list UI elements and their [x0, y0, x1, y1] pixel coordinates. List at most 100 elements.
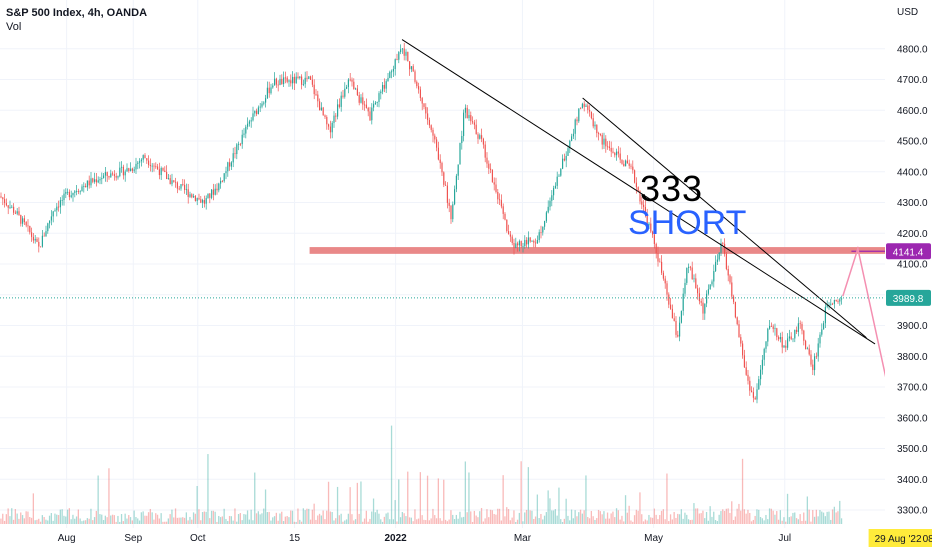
candle-body	[295, 76, 297, 84]
volume-bar	[504, 516, 506, 524]
candle-body	[583, 103, 585, 107]
candle-body	[562, 158, 564, 169]
volume-bar	[144, 515, 146, 524]
candle-body	[824, 306, 826, 324]
volume-bar	[612, 511, 614, 524]
candle-body	[621, 159, 623, 164]
candle-body	[544, 221, 546, 227]
volume-bar	[678, 514, 681, 524]
volume-bar	[146, 515, 148, 524]
symbol-title[interactable]: S&P 500 Index, 4h, OANDA	[6, 7, 148, 19]
candle-body	[758, 379, 760, 390]
volume-bar	[410, 517, 412, 524]
volume-bar	[641, 514, 643, 524]
volume-bar	[637, 510, 639, 524]
candle-body	[394, 59, 396, 70]
candle-body	[817, 343, 819, 357]
candle-body	[86, 180, 88, 188]
volume-bar	[149, 508, 151, 524]
volume-bar	[92, 520, 94, 524]
candle-body	[470, 115, 472, 122]
volume-bar	[353, 520, 355, 524]
volume-bar	[779, 510, 781, 524]
candle-body	[382, 84, 384, 92]
volume-bar	[687, 519, 690, 524]
candle-body	[135, 163, 137, 170]
candle-body	[227, 162, 229, 172]
candle-body	[403, 48, 405, 56]
candle-body	[203, 200, 205, 204]
volume-bar	[675, 517, 677, 524]
volume-bar	[140, 512, 142, 524]
volume-bar	[342, 521, 344, 524]
volume-bar	[617, 510, 619, 524]
candle-body	[250, 120, 252, 122]
candle-body	[733, 296, 735, 302]
candle-body	[693, 278, 695, 280]
candle-body	[2, 197, 4, 200]
candle-body	[533, 240, 535, 243]
volume-bar	[21, 515, 24, 524]
candle-body	[340, 95, 342, 107]
volume-bar	[385, 513, 387, 524]
candle-body	[558, 175, 560, 177]
volume-bar	[293, 521, 295, 524]
volume-bar	[486, 509, 488, 524]
candle-body	[421, 98, 423, 104]
candle-body	[706, 293, 708, 304]
candle-body	[77, 191, 79, 192]
volume-bar	[813, 516, 816, 524]
volume-bar	[529, 510, 531, 524]
candle-body	[158, 169, 160, 176]
candle-body	[686, 267, 688, 283]
currency-label: USD	[897, 7, 918, 18]
volume-bar	[219, 517, 222, 524]
volume-bar	[214, 511, 216, 524]
candle-body	[409, 61, 411, 70]
volume-bar	[308, 508, 310, 524]
volume-bar	[765, 514, 767, 524]
volume-bar	[723, 510, 726, 524]
volume-bar	[57, 515, 60, 524]
volume-bar	[453, 519, 456, 524]
price-tick-label: 4100.0	[897, 260, 928, 271]
candle-body	[779, 337, 781, 340]
volume-bar	[799, 514, 801, 524]
candle-body	[567, 148, 569, 156]
volume-bar	[615, 508, 618, 524]
candle-body	[178, 188, 180, 190]
volume-bar	[124, 513, 126, 524]
candle-body	[79, 191, 81, 193]
candle-body	[124, 171, 126, 176]
volume-bar	[446, 521, 448, 524]
volume-bar	[113, 515, 115, 524]
candle-body	[716, 259, 718, 262]
volume-bar	[261, 513, 263, 524]
volume-bar	[183, 517, 186, 524]
candle-body	[547, 206, 549, 213]
volume-bar	[592, 516, 594, 524]
volume-bar	[527, 467, 529, 524]
volume-bar	[822, 512, 825, 524]
volume-bar	[419, 472, 421, 524]
annotation-number[interactable]: 333	[640, 168, 704, 209]
candle-body	[722, 243, 724, 244]
volume-bar	[93, 517, 96, 524]
annotation-short[interactable]: SHORT	[628, 204, 747, 242]
volume-bar	[344, 520, 346, 524]
volume-bar	[230, 516, 232, 524]
candle-body	[94, 179, 96, 182]
volume-bar	[209, 518, 211, 524]
volume-bar	[20, 512, 22, 524]
candle-body	[293, 76, 295, 84]
candle-body	[788, 336, 790, 339]
candle-body	[410, 66, 412, 70]
candle-body	[101, 178, 103, 180]
candle-body	[729, 275, 731, 283]
volume-bar	[326, 510, 328, 524]
candle-body	[653, 234, 655, 244]
volume-bar	[153, 519, 155, 524]
volume-bar	[122, 521, 124, 524]
